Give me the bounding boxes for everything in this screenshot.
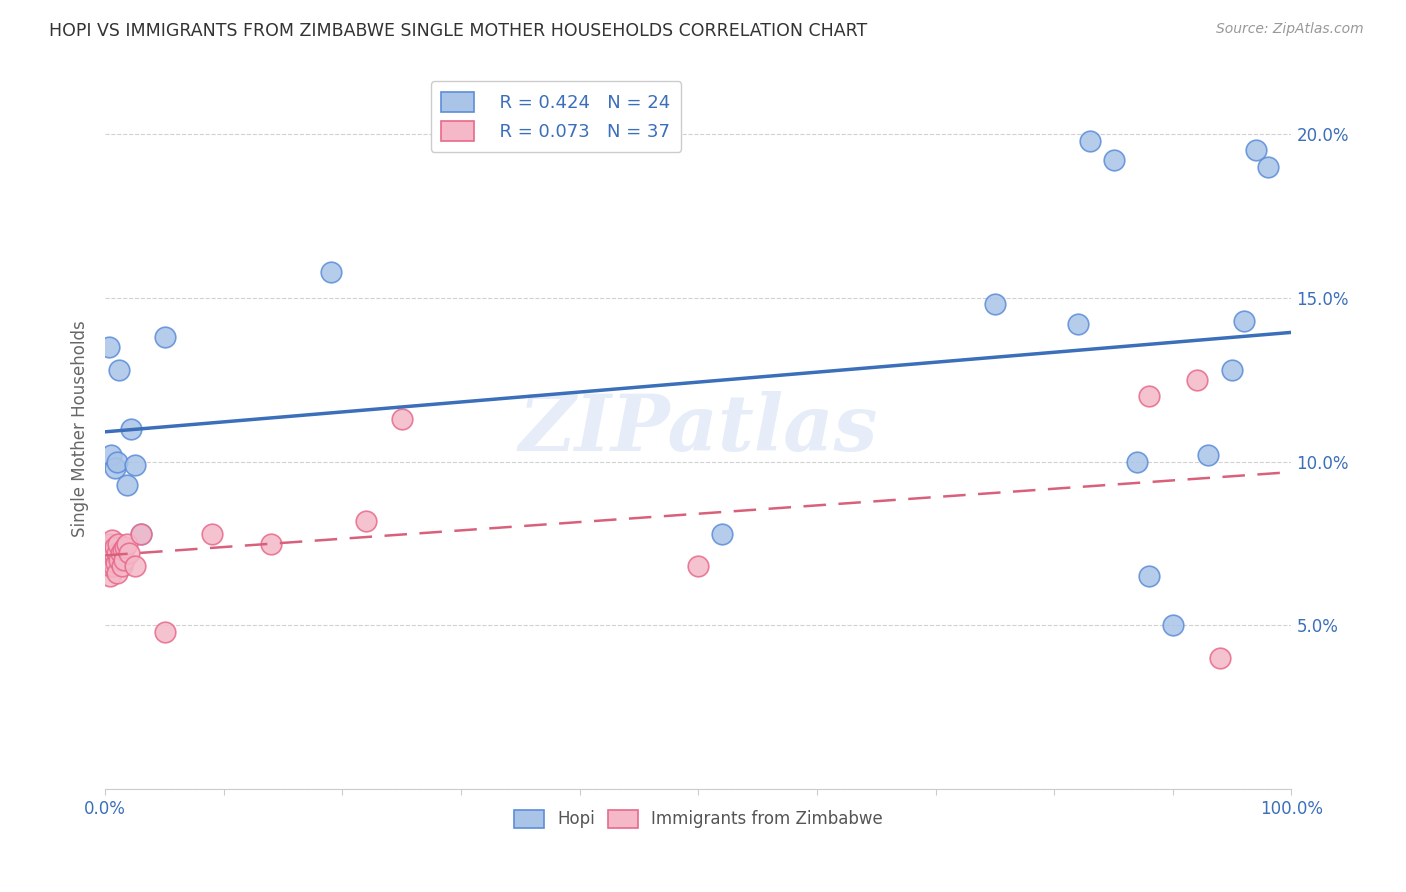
Point [105, 566, 128, 580]
Point [201, 526, 224, 541]
Point [111, 559, 134, 574]
Point [1078, 134, 1101, 148]
Point [1102, 153, 1125, 168]
Text: Source: ZipAtlas.com: Source: ZipAtlas.com [1216, 22, 1364, 37]
Point [153, 330, 176, 344]
Point [115, 477, 138, 491]
Point [100, 559, 122, 574]
Point [98, 536, 121, 550]
Point [103, 559, 125, 574]
Point [100, 448, 122, 462]
Point [984, 297, 1007, 311]
Point [98, 569, 121, 583]
Point [101, 553, 124, 567]
Legend: Hopi, Immigrants from Zimbabwe: Hopi, Immigrants from Zimbabwe [508, 803, 890, 835]
Point [153, 624, 176, 639]
Point [97, 543, 120, 558]
Point [354, 514, 377, 528]
Point [105, 455, 128, 469]
Point [1067, 317, 1090, 331]
Point [97, 540, 120, 554]
Point [711, 526, 734, 541]
Point [688, 559, 710, 574]
Point [100, 543, 122, 558]
Point [1126, 455, 1149, 469]
Point [120, 422, 142, 436]
Point [115, 536, 138, 550]
Point [391, 412, 413, 426]
Point [1185, 373, 1208, 387]
Point [107, 536, 129, 550]
Point [1257, 160, 1279, 174]
Y-axis label: Single Mother Households: Single Mother Households [72, 320, 89, 537]
Point [1220, 363, 1243, 377]
Point [110, 546, 132, 560]
Point [97, 549, 120, 564]
Point [108, 553, 131, 567]
Point [108, 363, 131, 377]
Point [129, 526, 152, 541]
Text: HOPI VS IMMIGRANTS FROM ZIMBABWE SINGLE MOTHER HOUSEHOLDS CORRELATION CHART: HOPI VS IMMIGRANTS FROM ZIMBABWE SINGLE … [49, 22, 868, 40]
Text: ZIPatlas: ZIPatlas [519, 391, 877, 467]
Point [1137, 389, 1160, 403]
Point [118, 546, 141, 560]
Point [260, 536, 283, 550]
Point [1197, 448, 1219, 462]
Point [112, 553, 135, 567]
Point [111, 543, 134, 558]
Point [1137, 569, 1160, 583]
Point [104, 556, 127, 570]
Point [101, 533, 124, 548]
Point [1233, 314, 1256, 328]
Point [105, 546, 128, 560]
Point [129, 526, 152, 541]
Point [1244, 144, 1267, 158]
Point [1161, 618, 1184, 632]
Point [124, 458, 146, 472]
Point [124, 559, 146, 574]
Point [97, 559, 120, 574]
Point [104, 461, 127, 475]
Point [97, 340, 120, 354]
Point [103, 546, 125, 560]
Point [104, 540, 127, 554]
Point [1209, 651, 1232, 665]
Point [96, 546, 118, 560]
Point [319, 265, 342, 279]
Point [114, 540, 136, 554]
